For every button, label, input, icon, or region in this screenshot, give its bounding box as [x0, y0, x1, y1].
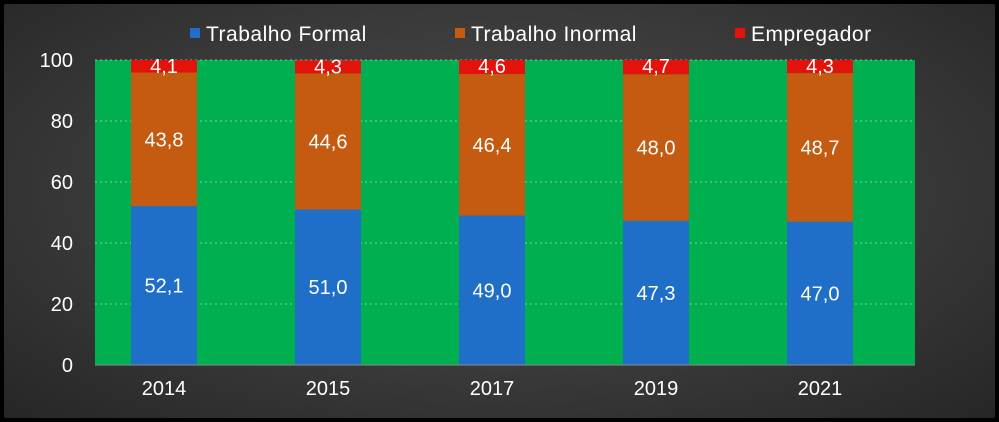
legend-swatch [455, 28, 465, 38]
bar-segment-trabalho-formal [787, 221, 853, 365]
data-label: 4,3 [806, 56, 834, 78]
y-tick-label: 0 [62, 355, 73, 377]
legend-label: Trabalho Inormal [471, 23, 637, 46]
legend-swatch [190, 28, 200, 38]
data-label: 49,0 [473, 280, 512, 302]
bar-segment-trabalho-inormal [459, 74, 525, 216]
bar-segment-empregador [295, 60, 361, 74]
bar-segment-trabalho-formal [131, 206, 197, 365]
data-label: 48,0 [637, 138, 676, 160]
data-label: 4,6 [478, 56, 506, 78]
data-label: 51,0 [309, 277, 348, 299]
data-label: 43,8 [145, 129, 184, 151]
bar-segment-trabalho-inormal [623, 74, 689, 221]
data-label: 52,1 [145, 276, 184, 298]
x-tick-label: 2017 [470, 378, 515, 400]
bar-segment-trabalho-inormal [295, 73, 361, 210]
bar-segment-trabalho-inormal [131, 72, 197, 207]
bar-segment-trabalho-formal [623, 220, 689, 365]
data-label: 4,1 [150, 56, 178, 78]
y-tick-label: 100 [40, 50, 73, 72]
x-tick-label: 2015 [306, 378, 351, 400]
bar-segment-empregador [131, 60, 197, 73]
y-tick-label: 60 [51, 172, 73, 194]
y-tick-label: 80 [51, 111, 73, 133]
bar-segment-trabalho-inormal [787, 73, 853, 222]
bar-segment-empregador [459, 60, 525, 75]
legend-label: Empregador [751, 23, 872, 46]
x-tick-label: 2021 [798, 378, 843, 400]
bar-segment-trabalho-formal [295, 209, 361, 365]
bar-segment-empregador [623, 60, 689, 75]
data-label: 46,4 [473, 135, 512, 157]
y-tick-label: 40 [51, 233, 73, 255]
x-tick-label: 2019 [634, 378, 679, 400]
legend-swatch [735, 28, 745, 38]
bar-segment-empregador [787, 60, 853, 74]
x-tick-label: 2014 [142, 378, 187, 400]
data-label: 47,3 [637, 283, 676, 305]
bar-segment-trabalho-formal [459, 215, 525, 365]
y-tick-label: 20 [51, 294, 73, 316]
data-label: 4,7 [642, 56, 670, 78]
data-label: 44,6 [309, 131, 348, 153]
data-label: 47,0 [801, 283, 840, 305]
data-label: 48,7 [801, 137, 840, 159]
data-label: 4,3 [314, 56, 342, 78]
legend-label: Trabalho Formal [206, 23, 367, 46]
